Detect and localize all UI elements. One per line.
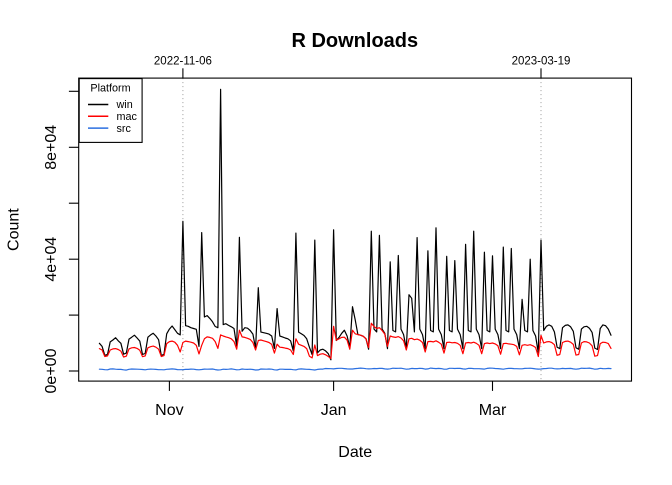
svg-text:mac: mac xyxy=(117,111,138,123)
svg-text:src: src xyxy=(117,123,132,135)
svg-text:2022-11-06: 2022-11-06 xyxy=(154,55,212,67)
svg-text:2023-03-19: 2023-03-19 xyxy=(512,55,571,67)
svg-text:R Downloads: R Downloads xyxy=(291,30,418,52)
svg-text:0e+00: 0e+00 xyxy=(43,348,60,393)
svg-text:8e+04: 8e+04 xyxy=(43,125,60,170)
svg-text:Mar: Mar xyxy=(479,402,507,419)
svg-text:Jan: Jan xyxy=(321,402,347,419)
svg-text:win: win xyxy=(116,99,133,111)
svg-text:Count: Count xyxy=(6,208,23,251)
svg-text:Date: Date xyxy=(338,444,372,461)
svg-text:Platform: Platform xyxy=(90,82,130,94)
svg-text:Nov: Nov xyxy=(155,402,183,419)
svg-text:4e+04: 4e+04 xyxy=(43,237,60,282)
